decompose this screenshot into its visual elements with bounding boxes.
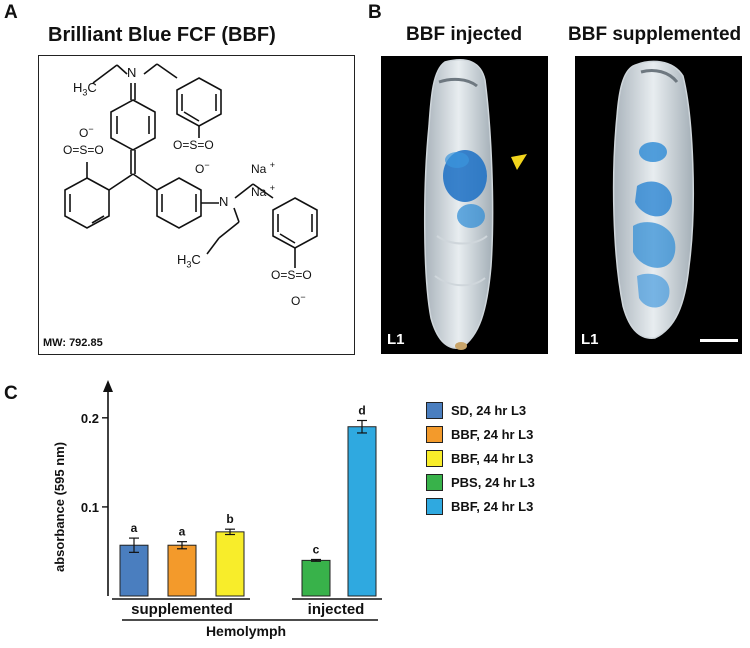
panel-a-letter: A <box>4 2 18 23</box>
significance-letter: b <box>226 512 233 526</box>
y-axis-label: absorbance (595 nm) <box>52 442 67 572</box>
legend-label: BBF, 24 hr L3 <box>451 427 534 442</box>
bar <box>215 531 245 597</box>
legend-swatch <box>426 426 443 443</box>
legend-label: BBF, 44 hr L3 <box>451 451 534 466</box>
molecular-weight: MW: 792.85 <box>43 337 103 349</box>
legend-item: PBS, 24 hr L3 <box>426 474 535 491</box>
larva-supplemented-drawing <box>612 60 695 339</box>
panel-c-letter: C <box>4 383 18 404</box>
nitrogen-top-label: N <box>127 65 137 80</box>
sulfonate-left-o-minus: O− <box>79 124 94 140</box>
larva-injected-photo: L1 <box>381 56 548 354</box>
legend-item: BBF, 24 hr L3 <box>426 426 533 443</box>
legend-item: SD, 24 hr L3 <box>426 402 526 419</box>
legend-label: PBS, 24 hr L3 <box>451 475 535 490</box>
y-tick-label: 0.2 <box>81 411 99 426</box>
legend-item: BBF, 24 hr L3 <box>426 498 533 515</box>
photo-right-stage-label: L1 <box>581 331 599 348</box>
bar-chart: absorbance (595 nm) 0.1 0.2 a a b c d supplem… <box>52 380 382 639</box>
bar <box>347 426 377 597</box>
legend-label: BBF, 24 hr L3 <box>451 499 534 514</box>
sulfonate-bottom-label: O=S=O <box>271 268 312 282</box>
significance-letter: a <box>131 521 138 535</box>
legend-swatch <box>426 402 443 419</box>
significance-letter: a <box>179 525 186 539</box>
legend-swatch <box>426 450 443 467</box>
bars-layer: a a b c d <box>119 403 377 597</box>
sulfonate-right-o-minus: O− <box>195 160 210 176</box>
x-groups-layer: supplemented injected <box>112 598 382 621</box>
bar <box>119 544 149 597</box>
panel-a-title: Brilliant Blue FCF (BBF) <box>48 24 276 46</box>
sulfonate-left-label: O=S=O <box>63 143 104 157</box>
legend-item: BBF, 44 hr L3 <box>426 450 533 467</box>
bar <box>167 544 197 597</box>
ethyl-top-label: H3C <box>73 80 97 98</box>
scale-bar <box>700 339 738 342</box>
y-axis-arrowhead <box>103 380 113 392</box>
chemical-structure-drawing <box>64 63 318 268</box>
bar <box>301 559 331 597</box>
significance-letter: d <box>358 403 365 417</box>
legend-swatch <box>426 498 443 515</box>
structure-box: H3C N O− O=S=O O=S=O O− Na + Na + N H3C … <box>38 55 355 355</box>
photo-left-stage-label: L1 <box>387 331 405 348</box>
group-label-supplemented: supplemented <box>131 601 233 618</box>
x-bracket-label: Hemolymph <box>206 623 286 639</box>
sulfonate-right-label: O=S=O <box>173 138 214 152</box>
sulfonate-bottom-o-minus: O− <box>291 292 306 308</box>
larva-supplemented-photo: L1 <box>575 56 742 354</box>
legend-swatch <box>426 474 443 491</box>
panel-b-letter: B <box>368 2 382 23</box>
ethyl-bottom-label: H3C <box>177 252 201 270</box>
significance-letter: c <box>313 542 320 556</box>
y-axis: 0.1 0.2 <box>81 380 113 596</box>
sodium-ion-1: Na + <box>251 160 275 176</box>
legend-label: SD, 24 hr L3 <box>451 403 527 418</box>
group-label-injected: injected <box>308 601 365 618</box>
larva-injected-drawing <box>423 59 527 350</box>
photo-left-title: BBF injected <box>406 24 523 45</box>
photo-right-title: BBF supplemented <box>568 24 742 45</box>
y-tick-label: 0.1 <box>81 500 99 515</box>
legend: SD, 24 hr L3 BBF, 24 hr L3 BBF, 44 hr L3 PB… <box>426 402 746 532</box>
nitrogen-bottom-label: N <box>219 194 229 209</box>
sodium-ion-2: Na + <box>251 183 275 199</box>
